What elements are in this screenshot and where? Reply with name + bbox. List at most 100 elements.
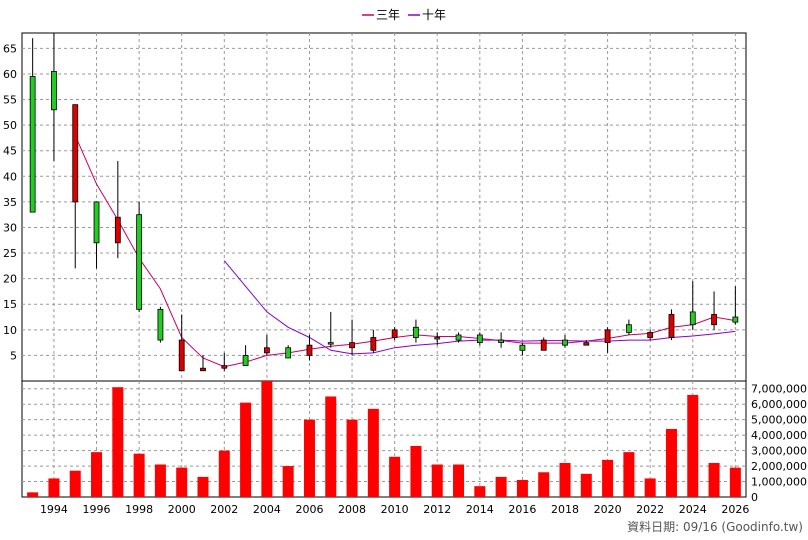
candle-body bbox=[391, 329, 398, 338]
price-y-tick-label: 60 bbox=[3, 68, 17, 81]
x-tick-label: 2002 bbox=[210, 503, 238, 516]
x-tick-label: 2004 bbox=[253, 503, 281, 516]
ma-line-3yr bbox=[74, 135, 736, 368]
x-tick-label: 2018 bbox=[551, 503, 579, 516]
x-tick-label: 2006 bbox=[295, 503, 323, 516]
candle-body bbox=[434, 337, 441, 340]
volume-bar bbox=[48, 478, 60, 497]
x-tick-label: 1994 bbox=[40, 503, 68, 516]
volume-bar bbox=[303, 419, 315, 497]
volume-bar bbox=[91, 452, 103, 497]
volume-y-tick-label: 0 bbox=[751, 491, 758, 504]
candle-body bbox=[562, 339, 568, 346]
x-tick-label: 1996 bbox=[83, 503, 111, 516]
candle-body bbox=[540, 339, 547, 351]
volume-bar bbox=[367, 408, 379, 497]
volume-bar bbox=[665, 428, 677, 497]
volume-bar bbox=[112, 387, 124, 497]
volume-bar bbox=[729, 467, 741, 497]
price-y-tick-label: 15 bbox=[3, 298, 17, 311]
candle-body bbox=[625, 324, 632, 333]
x-tick-label: 2000 bbox=[168, 503, 196, 516]
volume-bar bbox=[69, 470, 81, 497]
price-y-tick-label: 20 bbox=[3, 273, 17, 286]
legend-label: 十年 bbox=[422, 8, 446, 22]
x-tick-label: 2020 bbox=[594, 503, 622, 516]
candle-body bbox=[732, 316, 739, 323]
volume-bar bbox=[410, 445, 422, 497]
volume-plot-frame bbox=[21, 380, 747, 498]
candle-body bbox=[689, 311, 696, 326]
price-y-tick-label: 10 bbox=[3, 324, 17, 337]
volume-bar bbox=[644, 478, 656, 497]
candle-body bbox=[498, 339, 505, 344]
x-tick-label: 2016 bbox=[508, 503, 536, 516]
candle-body bbox=[200, 367, 206, 372]
candle-body bbox=[327, 342, 334, 345]
candle-body bbox=[647, 331, 654, 338]
candle-body bbox=[370, 337, 377, 351]
volume-bar bbox=[495, 476, 507, 497]
candle-body bbox=[476, 334, 483, 344]
volume-y-tick-label: 6,000,000 bbox=[751, 398, 807, 411]
volume-bar bbox=[602, 459, 614, 497]
volume-bar bbox=[261, 381, 273, 497]
data-date-footer: 資料日期: 09/16 (Goodinfo.tw) bbox=[627, 520, 803, 534]
candle-body bbox=[349, 342, 355, 349]
volume-bar bbox=[197, 476, 209, 497]
volume-bar bbox=[580, 473, 592, 497]
x-tick-label: 2008 bbox=[338, 503, 366, 516]
x-tick-label: 2010 bbox=[381, 503, 409, 516]
x-tick-label: 2024 bbox=[679, 503, 707, 516]
volume-y-tick-label: 1,000,000 bbox=[751, 476, 807, 489]
legend: 三年 十年 bbox=[362, 8, 446, 22]
price-y-tick-label: 50 bbox=[3, 119, 17, 132]
x-tick-label: 2012 bbox=[423, 503, 451, 516]
price-plot-frame bbox=[21, 32, 747, 382]
volume-y-tick-label: 3,000,000 bbox=[751, 445, 807, 458]
candle-body bbox=[519, 344, 526, 351]
x-tick-label: 2014 bbox=[466, 503, 494, 516]
volume-bar bbox=[325, 396, 337, 497]
volume-bar bbox=[516, 479, 528, 497]
volume-bar bbox=[133, 453, 145, 497]
volume-bar bbox=[687, 394, 699, 497]
candle-body bbox=[285, 347, 292, 359]
candle-body bbox=[29, 76, 36, 213]
volume-y-tick-label: 4,000,000 bbox=[751, 429, 807, 442]
volume-bar bbox=[154, 464, 166, 497]
volume-y-tick-label: 5,000,000 bbox=[751, 414, 807, 427]
volume-bar bbox=[282, 466, 294, 497]
candle-body bbox=[221, 365, 228, 369]
volume-bar bbox=[538, 472, 550, 497]
legend-label: 三年 bbox=[376, 8, 400, 22]
price-y-tick-label: 40 bbox=[3, 170, 17, 183]
candle-body bbox=[455, 334, 462, 341]
candle-body bbox=[93, 201, 100, 244]
candle-body bbox=[306, 344, 313, 356]
candle-body bbox=[604, 329, 611, 344]
volume-y-tick-label: 7,000,000 bbox=[751, 383, 807, 396]
volume-panel: 0 1,000,000 2,000,000 3,000,000 4,000,000 5,0… bbox=[21, 380, 807, 504]
volume-bar bbox=[240, 402, 252, 497]
price-y-tick-label: 30 bbox=[3, 221, 17, 234]
candle-body bbox=[263, 347, 270, 354]
price-y-tick-label: 55 bbox=[3, 94, 17, 107]
price-y-tick-label: 25 bbox=[3, 247, 17, 260]
candle-body bbox=[583, 342, 590, 346]
candle-body bbox=[668, 314, 675, 338]
x-axis: 1994 1996 1998 2000 2002 2004 2006 2008 2010 2012… bbox=[40, 503, 749, 516]
candle-body bbox=[178, 339, 185, 372]
candle-body bbox=[242, 355, 249, 367]
volume-bar bbox=[474, 486, 486, 497]
volume-bar bbox=[176, 467, 188, 497]
candle-body bbox=[114, 216, 121, 244]
candle-body bbox=[72, 104, 79, 203]
x-tick-label: 2026 bbox=[721, 503, 749, 516]
price-y-tick-label: 45 bbox=[3, 145, 17, 158]
candle-body bbox=[157, 308, 164, 341]
volume-bar bbox=[453, 464, 465, 497]
volume-bar bbox=[559, 462, 571, 497]
